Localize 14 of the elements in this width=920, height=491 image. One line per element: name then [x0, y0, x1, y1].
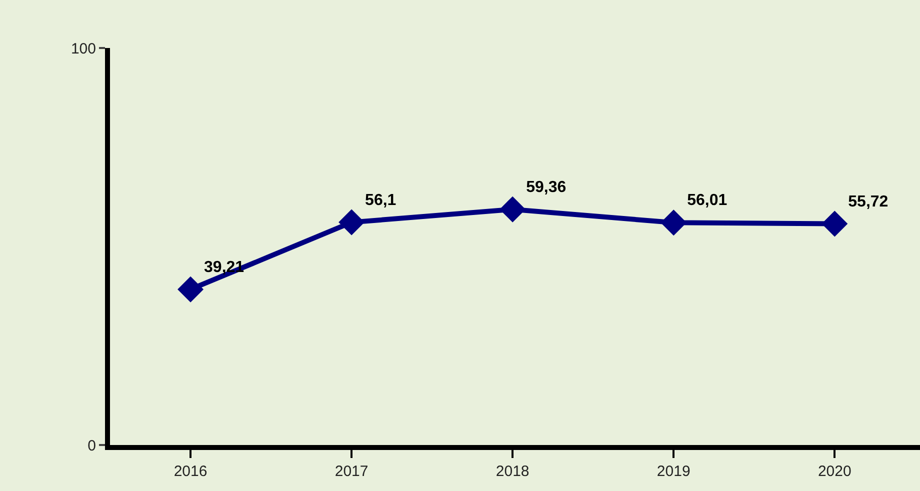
point: [178, 276, 204, 302]
x-tick-label: 2020: [818, 463, 852, 480]
y-tick-label: 100: [70, 40, 96, 58]
x-tick-label: 2016: [174, 463, 208, 480]
point: [338, 209, 365, 236]
x-tick-label: 2019: [656, 463, 690, 480]
x-tick-label: 2017: [334, 463, 368, 480]
x-tick-label: 2018: [496, 463, 530, 480]
data-label: 59,36: [526, 178, 566, 196]
point: [500, 196, 526, 222]
y-tick-label: 0: [88, 437, 96, 454]
data-label: 56,1: [365, 192, 396, 209]
data-label: 55,72: [848, 193, 888, 210]
data-label: 56,01: [687, 192, 728, 210]
